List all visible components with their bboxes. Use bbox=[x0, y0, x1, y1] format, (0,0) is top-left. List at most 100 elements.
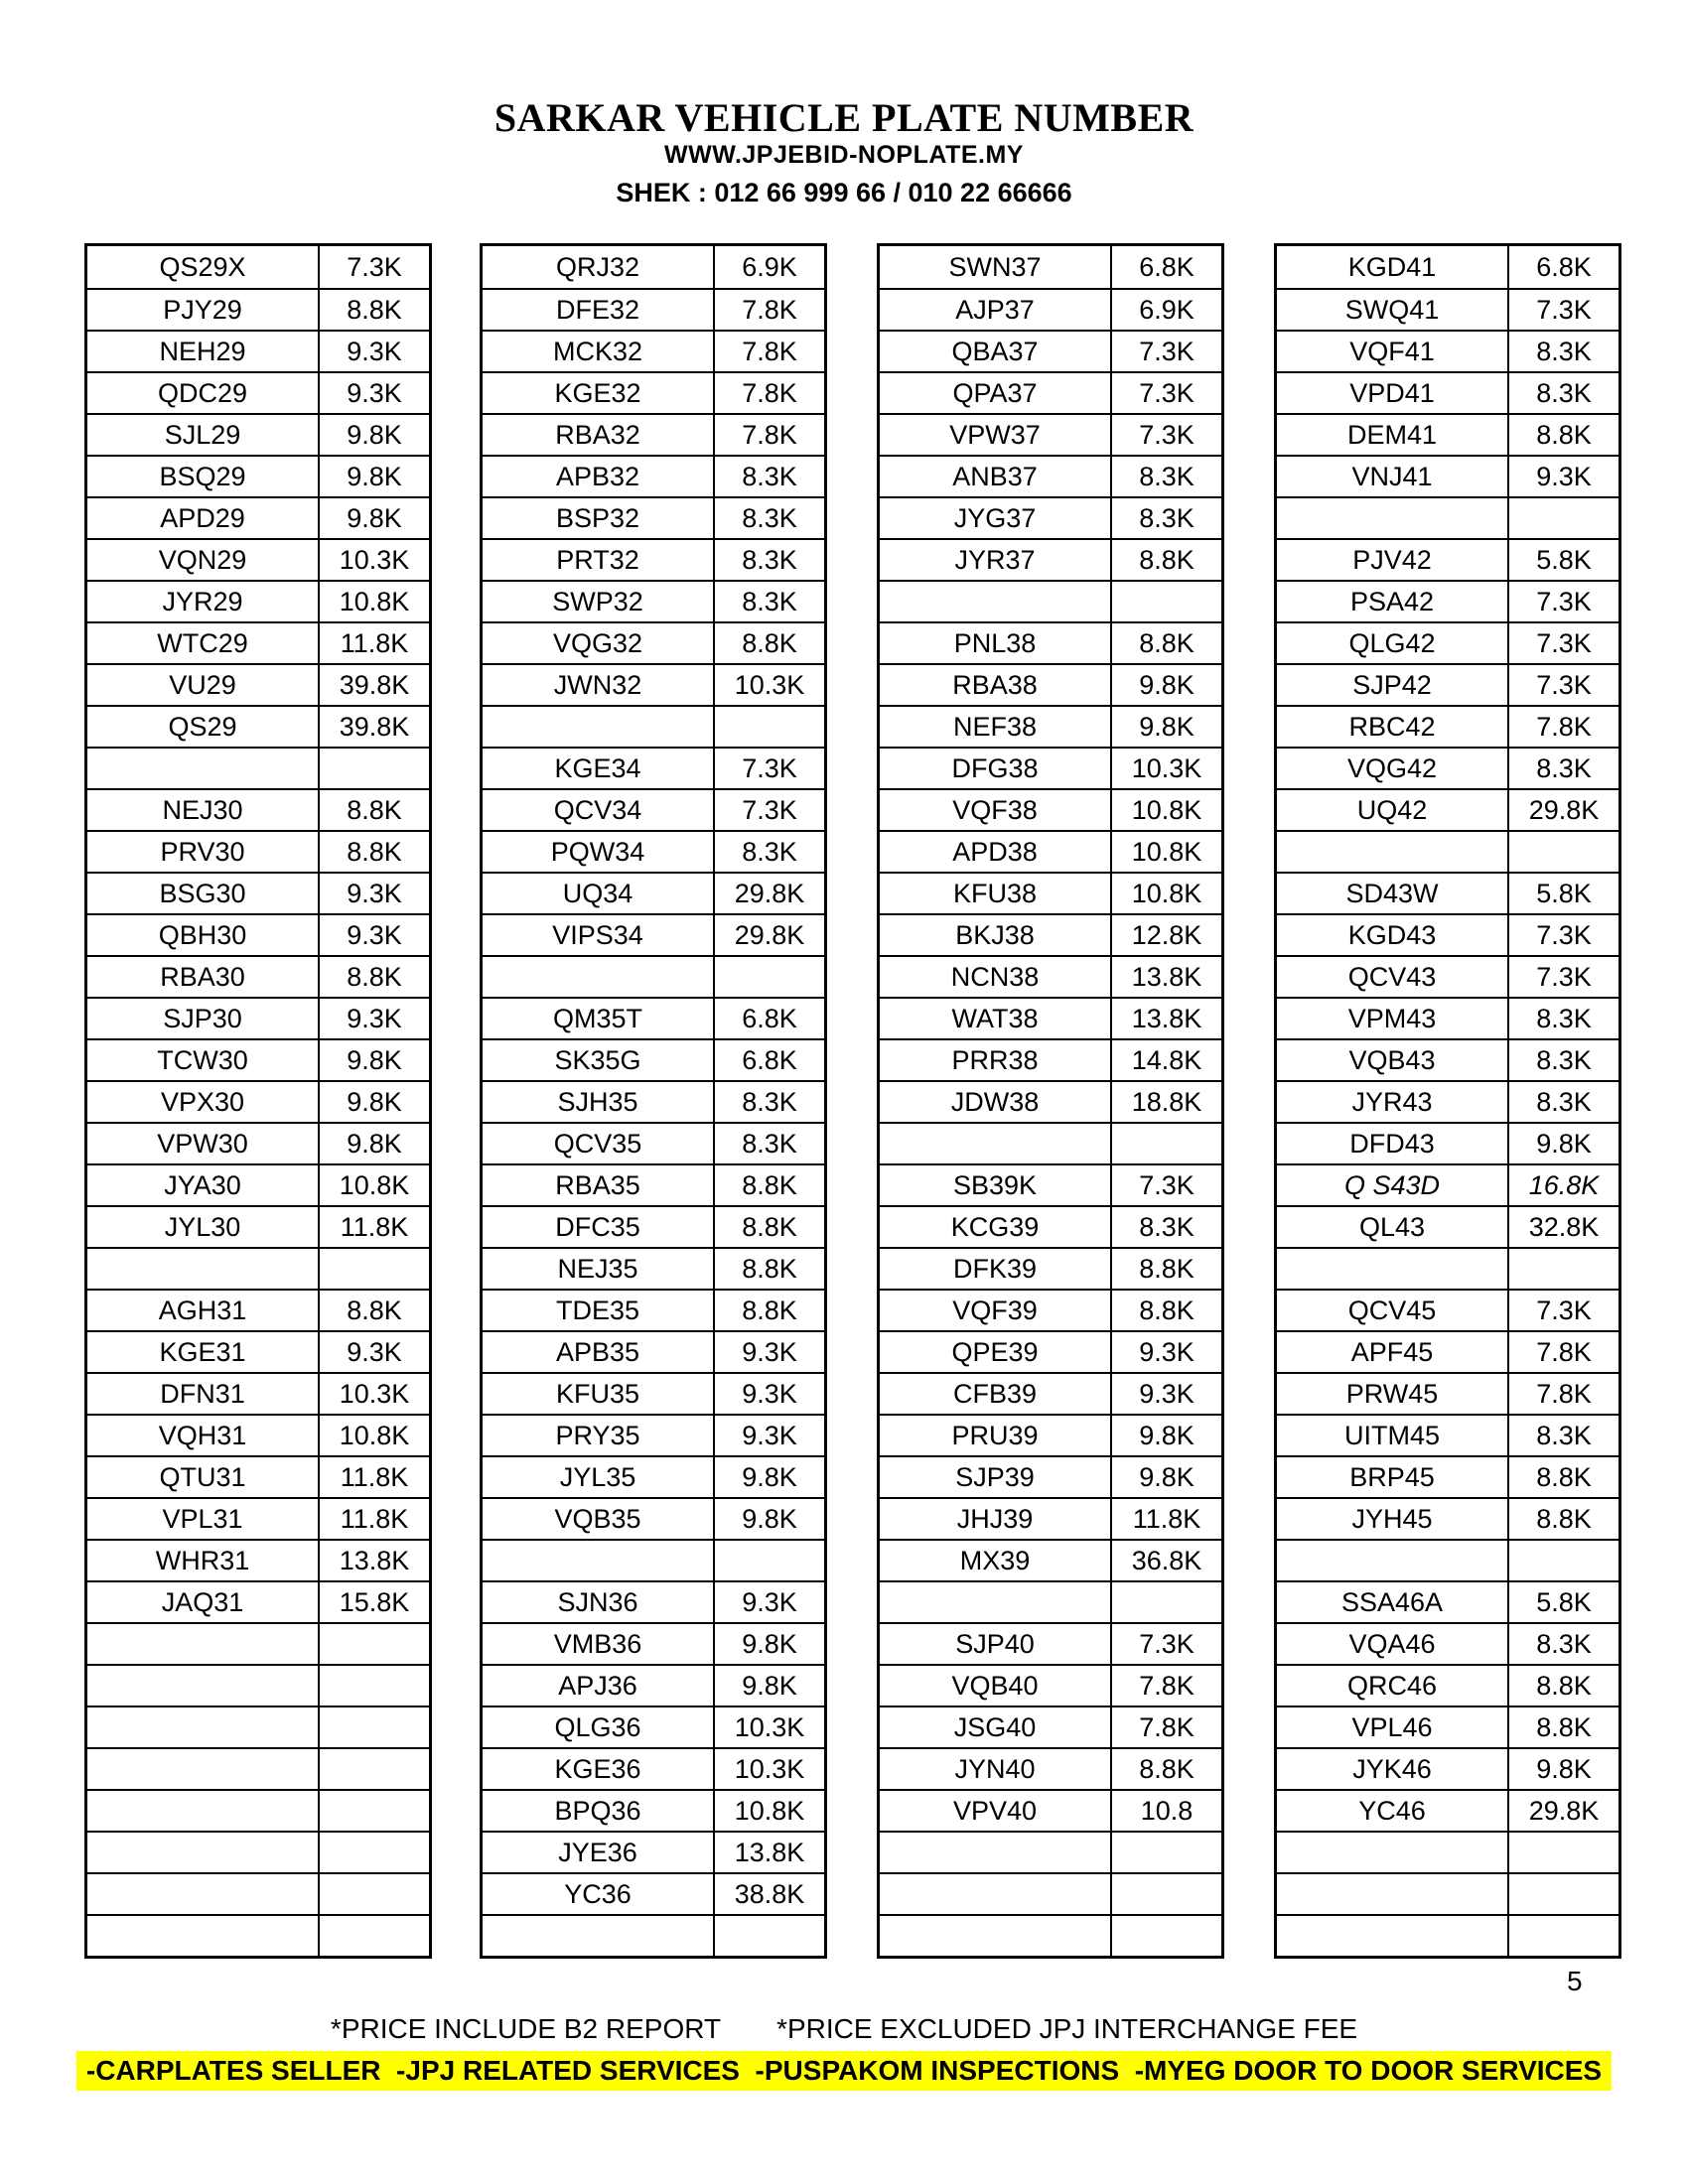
table-row: APD38 10.8K bbox=[880, 830, 1221, 872]
table-row: SB39K 7.3K bbox=[880, 1163, 1221, 1205]
price-cell: 8.8K bbox=[318, 957, 429, 997]
plate-cell: QL43 bbox=[1358, 1211, 1426, 1242]
plate-cell: QRC46 bbox=[1346, 1670, 1438, 1701]
price-cell: 9.8K bbox=[1110, 665, 1221, 705]
price-cell: 29.8K bbox=[713, 915, 824, 955]
plate-cell: BPQ36 bbox=[554, 1795, 641, 1826]
plate-cell: KGE34 bbox=[554, 752, 641, 783]
table-row: JSG40 7.8K bbox=[880, 1706, 1221, 1747]
table-row: VQG42 8.3K bbox=[1277, 747, 1618, 788]
price-cell: 8.8K bbox=[318, 1291, 429, 1330]
price-cell: 8.3K bbox=[1110, 1207, 1221, 1247]
table-row: JYA30 10.8K bbox=[87, 1163, 429, 1205]
price-cell: 7.3K bbox=[1110, 332, 1221, 371]
plate-cell bbox=[1277, 1916, 1507, 1956]
table-row: JYL30 11.8K bbox=[87, 1205, 429, 1247]
plate-cell: SJN36 bbox=[557, 1586, 638, 1617]
price-cell: 9.8K bbox=[318, 415, 429, 455]
plate-cell: APB32 bbox=[555, 461, 640, 491]
price-cell: 8.3K bbox=[713, 1124, 824, 1163]
table-row: KGD43 7.3K bbox=[1277, 913, 1618, 955]
table-row: NEJ35 8.8K bbox=[483, 1247, 824, 1289]
plate-cell: NCN38 bbox=[950, 961, 1040, 992]
table-row: JAQ31 15.8K bbox=[87, 1580, 429, 1622]
price-cell: 9.3K bbox=[318, 373, 429, 413]
table-row bbox=[87, 1747, 429, 1789]
table-row: QPA37 7.3K bbox=[880, 371, 1221, 413]
plate-cell: VPW37 bbox=[949, 419, 1041, 450]
plate-cell: QPE39 bbox=[951, 1336, 1039, 1367]
table-row: VPD41 8.3K bbox=[1277, 371, 1618, 413]
plate-cell: SK35G bbox=[554, 1044, 641, 1075]
table-row: Q S43D 16.8K bbox=[1277, 1163, 1618, 1205]
table-row: APB32 8.3K bbox=[483, 455, 824, 496]
table-row: DFK39 8.8K bbox=[880, 1247, 1221, 1289]
plate-cell: VMB36 bbox=[553, 1628, 642, 1659]
table-row: PRT32 8.3K bbox=[483, 538, 824, 580]
table-row: YC36 38.8K bbox=[483, 1872, 824, 1914]
table-row: PRY35 9.3K bbox=[483, 1414, 824, 1455]
plate-cell: QCV45 bbox=[1347, 1295, 1437, 1325]
plate-cell: VIPS34 bbox=[552, 919, 643, 950]
price-cell: 9.8K bbox=[1110, 1457, 1221, 1497]
table-row: VPX30 9.8K bbox=[87, 1080, 429, 1122]
table-row: QCV34 7.3K bbox=[483, 788, 824, 830]
plate-cell: KCG39 bbox=[950, 1211, 1040, 1242]
price-cell: 9.3K bbox=[318, 915, 429, 955]
table-row: APF45 7.8K bbox=[1277, 1330, 1618, 1372]
plate-cell: VQB43 bbox=[1348, 1044, 1436, 1075]
plate-cell: PSA42 bbox=[1349, 586, 1435, 616]
price-cell: 13.8K bbox=[1110, 999, 1221, 1038]
plate-cell: QLG42 bbox=[1348, 627, 1436, 658]
price-cell: 8.3K bbox=[1507, 373, 1618, 413]
price-cell bbox=[318, 1916, 429, 1956]
plate-cell: PQW34 bbox=[550, 836, 645, 867]
table-row: VQF38 10.8K bbox=[880, 788, 1221, 830]
price-cell: 10.8K bbox=[1110, 832, 1221, 872]
price-cell: 11.8K bbox=[318, 1207, 429, 1247]
plate-cell: JYR37 bbox=[954, 544, 1036, 575]
price-cell bbox=[318, 749, 429, 788]
table-row: QLG42 7.3K bbox=[1277, 621, 1618, 663]
plate-cell: APF45 bbox=[1350, 1336, 1434, 1367]
price-cell: 9.8K bbox=[318, 1124, 429, 1163]
price-cell: 8.8K bbox=[1507, 415, 1618, 455]
plate-cell: JDW38 bbox=[950, 1086, 1040, 1117]
table-row: QRC46 8.8K bbox=[1277, 1664, 1618, 1706]
plate-cell bbox=[483, 957, 713, 997]
table-row: QBH30 9.3K bbox=[87, 913, 429, 955]
plate-cell: PNL38 bbox=[953, 627, 1037, 658]
price-cell: 15.8K bbox=[318, 1582, 429, 1622]
table-row: SK35G 6.8K bbox=[483, 1038, 824, 1080]
price-cell bbox=[318, 1624, 429, 1664]
price-cell: 8.8K bbox=[318, 832, 429, 872]
plate-cell: RBA35 bbox=[555, 1169, 640, 1200]
plate-cell: UITM45 bbox=[1343, 1420, 1441, 1450]
plate-cell: SWP32 bbox=[552, 586, 643, 616]
table-row: RBA38 9.8K bbox=[880, 663, 1221, 705]
table-row: APJ36 9.8K bbox=[483, 1664, 824, 1706]
plate-cell: TCW30 bbox=[157, 1044, 248, 1075]
table-row: NEJ30 8.8K bbox=[87, 788, 429, 830]
price-cell: 32.8K bbox=[1507, 1207, 1618, 1247]
price-cell: 9.8K bbox=[1110, 707, 1221, 747]
plate-cell: VQF39 bbox=[952, 1295, 1038, 1325]
plate-cell: BSP32 bbox=[555, 502, 640, 533]
table-row: DEM41 8.8K bbox=[1277, 413, 1618, 455]
price-cell: 7.3K bbox=[1507, 290, 1618, 330]
table-row: SWQ41 7.3K bbox=[1277, 288, 1618, 330]
plate-cell: QBA37 bbox=[951, 336, 1039, 366]
plate-cell: JYR29 bbox=[162, 586, 243, 616]
price-cell: 8.3K bbox=[1507, 749, 1618, 788]
price-cell: 9.3K bbox=[1507, 457, 1618, 496]
price-cell: 9.8K bbox=[713, 1624, 824, 1664]
price-cell: 7.3K bbox=[713, 790, 824, 830]
plate-cell: QCV34 bbox=[553, 794, 642, 825]
table-row: QRJ32 6.9K bbox=[483, 246, 824, 288]
table-row: RBA32 7.8K bbox=[483, 413, 824, 455]
price-cell: 9.8K bbox=[1507, 1749, 1618, 1789]
price-cell: 9.8K bbox=[318, 1040, 429, 1080]
contact-line: SHEK : 012 66 999 66 / 010 22 66666 bbox=[616, 178, 1072, 207]
table-row: VQB35 9.8K bbox=[483, 1497, 824, 1539]
plate-cell: KGE32 bbox=[554, 377, 641, 408]
